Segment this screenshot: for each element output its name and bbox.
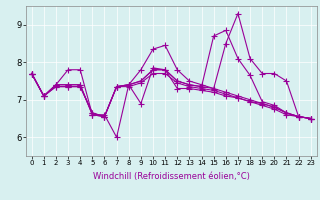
X-axis label: Windchill (Refroidissement éolien,°C): Windchill (Refroidissement éolien,°C) [93,172,250,181]
